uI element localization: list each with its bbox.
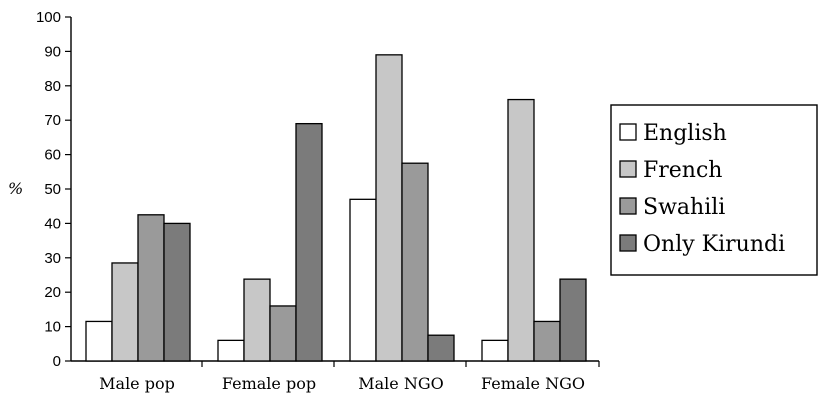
legend-swatch [619, 197, 637, 215]
y-axis-label: % [8, 179, 23, 198]
bar-swahili-3 [401, 162, 429, 362]
labels: 0 10 20 30 40 50 60 70 80 90 100 Male pop Female pop… [36, 9, 585, 393]
legend-label: Swahili [643, 195, 725, 220]
bar-swahili-2 [269, 305, 297, 362]
bar-english-3 [349, 198, 377, 362]
legend-label: Only Kirundi [643, 232, 785, 257]
legend-swatch [619, 123, 637, 141]
y-tick-label: 10 [44, 319, 61, 336]
y-tick-label: 30 [44, 250, 61, 267]
y-tick-label: 100 [36, 9, 61, 26]
legend-label: French [643, 158, 722, 183]
y-tick-label: 90 [44, 43, 61, 60]
x-category-label: Male NGO [358, 374, 444, 393]
bar-french-4 [507, 98, 535, 362]
bars [85, 54, 587, 362]
y-tick-label: 70 [44, 112, 61, 129]
legend-swatch [619, 160, 637, 178]
bar-french-3 [375, 54, 403, 362]
bar-only-kirundi-1 [163, 222, 191, 362]
legend-box [610, 104, 818, 276]
y-tick-label: 50 [44, 181, 61, 198]
bar-english-1 [85, 320, 113, 362]
y-tick-label: 80 [44, 78, 61, 95]
bar-only-kirundi-2 [295, 122, 323, 362]
bar-only-kirundi-3 [427, 334, 455, 362]
x-category-label: Female NGO [481, 374, 585, 393]
bar-swahili-1 [137, 214, 165, 362]
y-tick-label: 60 [44, 147, 61, 164]
y-tick-label: 0 [53, 353, 61, 370]
bar-english-4 [481, 339, 509, 362]
bar-french-1 [111, 262, 139, 362]
bar-english-2 [217, 339, 245, 362]
x-category-label: Male pop [99, 374, 175, 393]
y-tick-label: 40 [44, 215, 61, 232]
legend-label: English [643, 121, 727, 146]
bar-french-2 [243, 278, 271, 362]
legend: English French Swahili Only Kirundi [610, 104, 818, 276]
bar-only-kirundi-4 [559, 278, 587, 362]
bar-swahili-4 [533, 320, 561, 362]
legend-swatch [619, 234, 637, 252]
y-tick-label: 20 [44, 284, 61, 301]
x-category-label: Female pop [222, 374, 316, 393]
